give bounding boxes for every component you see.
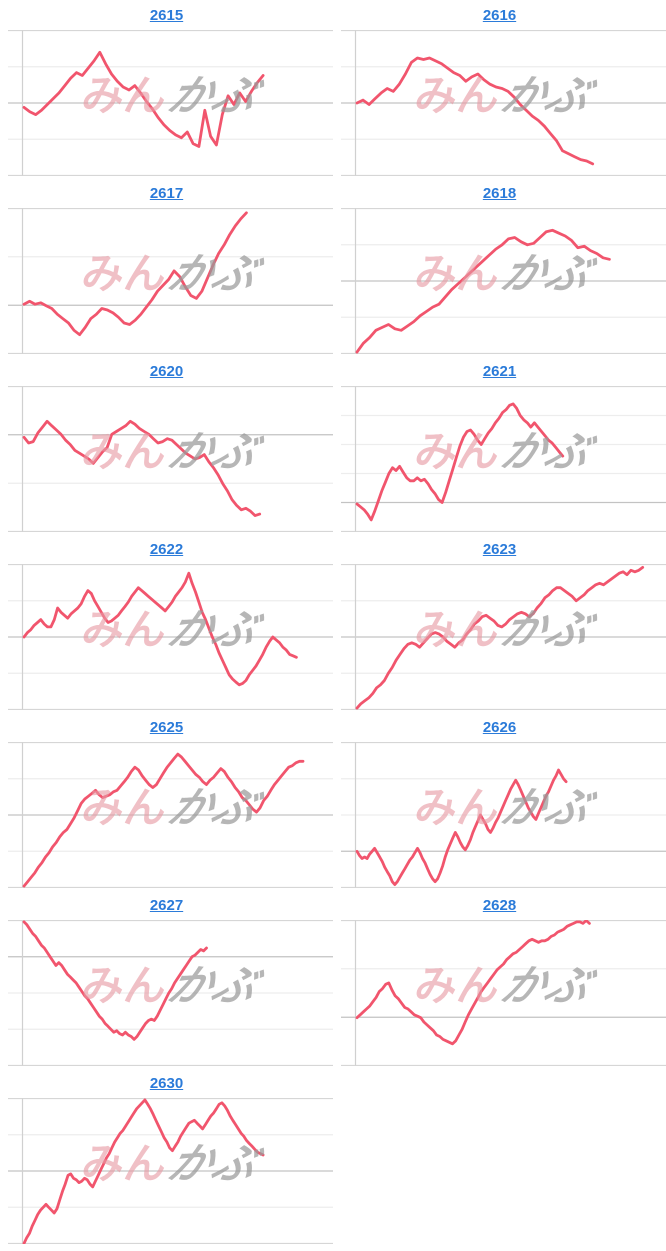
stock-chart-cell: 2623 みんかぶ	[333, 534, 666, 712]
sparkline-chart: みんかぶ	[333, 564, 666, 710]
chart-title: 2623	[333, 534, 666, 564]
stock-code-link[interactable]: 2627	[149, 896, 184, 914]
chart-title: 2625	[0, 712, 333, 742]
stock-chart-cell: 2622 みんかぶ	[0, 534, 333, 712]
price-line	[355, 402, 565, 522]
stock-code-link[interactable]: 2621	[482, 362, 517, 380]
sparkline-svg	[341, 30, 666, 176]
stock-chart-cell: 2625 みんかぶ	[0, 712, 333, 890]
sparkline-chart: みんかぶ	[333, 30, 666, 176]
price-line	[355, 920, 591, 1046]
stock-code-link[interactable]: 2622	[149, 540, 184, 558]
sparkline-chart: みんかぶ	[333, 386, 666, 532]
chart-title: 2626	[333, 712, 666, 742]
chart-title: 2616	[333, 0, 666, 30]
sparkline-svg	[8, 1098, 333, 1244]
stock-chart-cell: 2615 みんかぶ	[0, 0, 333, 178]
sparkline-chart: みんかぶ	[0, 208, 333, 354]
stock-chart-cell: 2616 みんかぶ	[333, 0, 666, 178]
chart-title: 2617	[0, 178, 333, 208]
price-line	[22, 1098, 265, 1244]
stock-chart-cell: 2628 みんかぶ	[333, 890, 666, 1068]
stock-chart-cell: 2620 みんかぶ	[0, 356, 333, 534]
price-line	[22, 571, 298, 687]
price-line	[22, 920, 208, 1041]
sparkline-svg	[8, 208, 333, 354]
sparkline-chart: みんかぶ	[333, 920, 666, 1066]
price-line	[355, 566, 645, 710]
stock-code-link[interactable]: 2630	[149, 1074, 184, 1092]
sparkline-svg	[341, 564, 666, 710]
sparkline-svg	[341, 920, 666, 1066]
price-line	[355, 56, 595, 166]
sparkline-svg	[8, 30, 333, 176]
stock-code-link[interactable]: 2615	[149, 6, 184, 24]
chart-title: 2622	[0, 534, 333, 564]
stock-chart-cell: 2630 みんかぶ	[0, 1068, 333, 1246]
sparkline-chart: みんかぶ	[333, 208, 666, 354]
sparkline-chart: みんかぶ	[0, 30, 333, 176]
sparkline-chart: みんかぶ	[0, 386, 333, 532]
sparkline-chart: みんかぶ	[0, 1098, 333, 1244]
sparkline-chart: みんかぶ	[0, 564, 333, 710]
sparkline-chart: みんかぶ	[333, 742, 666, 888]
stock-code-link[interactable]: 2626	[482, 718, 517, 736]
sparkline-svg	[341, 742, 666, 888]
stock-chart-cell: 2618 みんかぶ	[333, 178, 666, 356]
stock-code-link[interactable]: 2620	[149, 362, 184, 380]
sparkline-chart: みんかぶ	[0, 920, 333, 1066]
sparkline-chart: みんかぶ	[0, 742, 333, 888]
sparkline-svg	[341, 208, 666, 354]
price-line	[355, 768, 568, 887]
stock-code-link[interactable]: 2625	[149, 718, 184, 736]
chart-title: 2620	[0, 356, 333, 386]
sparkline-svg	[341, 386, 666, 532]
chart-title: 2628	[333, 890, 666, 920]
price-line	[22, 752, 305, 888]
sparkline-svg	[8, 386, 333, 532]
stock-chart-cell: 2617 みんかぶ	[0, 178, 333, 356]
price-line	[355, 228, 611, 354]
sparkline-svg	[8, 564, 333, 710]
stock-code-link[interactable]: 2628	[482, 896, 517, 914]
stock-code-link[interactable]: 2617	[149, 184, 184, 202]
chart-title: 2630	[0, 1068, 333, 1098]
stock-chart-cell: 2627 みんかぶ	[0, 890, 333, 1068]
sparkline-svg	[8, 742, 333, 888]
price-line	[22, 419, 262, 518]
sparkline-svg	[8, 920, 333, 1066]
stock-chart-cell: 2621 みんかぶ	[333, 356, 666, 534]
stock-chart-cell: 2626 みんかぶ	[333, 712, 666, 890]
chart-title: 2615	[0, 0, 333, 30]
price-line	[22, 211, 248, 337]
chart-title: 2627	[0, 890, 333, 920]
chart-title: 2618	[333, 178, 666, 208]
stock-code-link[interactable]: 2616	[482, 6, 517, 24]
chart-title: 2621	[333, 356, 666, 386]
price-line	[22, 50, 265, 148]
stock-code-link[interactable]: 2623	[482, 540, 517, 558]
stock-code-link[interactable]: 2618	[482, 184, 517, 202]
